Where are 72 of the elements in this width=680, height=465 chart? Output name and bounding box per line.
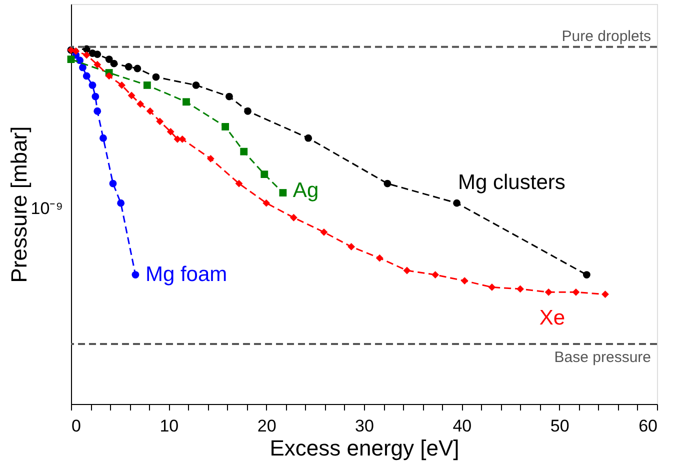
x-tick-label: 40 [452,416,472,436]
point [348,243,356,250]
point [178,135,186,143]
series-label: Xe [539,306,566,330]
point [226,92,233,100]
point [304,134,312,142]
point [82,51,90,59]
point [572,288,580,296]
ref-line-label: Pure droplets [562,28,651,45]
point [94,50,102,58]
point [118,81,126,89]
point [117,199,125,207]
series-label: Mg clusters [458,170,566,194]
point [582,271,590,278]
point [240,148,248,156]
point [88,82,96,89]
x-tick-label: 60 [638,416,658,436]
point [124,63,132,70]
point [384,180,392,188]
x-tick-label: 30 [355,416,374,436]
point [79,64,86,72]
point [403,266,411,274]
point [260,170,268,178]
point [67,56,75,63]
point [244,107,252,115]
point [453,199,460,207]
point [290,214,298,222]
point [376,254,384,262]
point [262,199,270,207]
point [143,81,151,89]
x-tick-label: 10 [160,416,179,436]
point [94,60,102,68]
point [134,64,142,72]
point [432,271,440,278]
point [156,118,164,126]
ref-line-label: Base pressure [554,349,651,366]
point [105,56,113,63]
x-tick-label: 20 [257,416,276,436]
point [182,98,190,106]
x-tick-label: 0 [72,416,81,436]
x-tick-label: 50 [550,416,570,436]
point [602,290,609,298]
point [146,107,154,115]
point [320,228,328,236]
point [128,92,136,100]
point [152,73,160,81]
point [132,271,140,278]
series-label: Mg foam [145,262,228,286]
point [76,56,84,64]
point [100,134,107,142]
x-axis-title: Excess energy [eV] [270,436,460,460]
point [488,283,496,291]
text: 10⁻⁹ [30,199,63,218]
point [110,60,118,68]
series-label: Ag [292,178,319,202]
point [222,123,230,130]
y-axis-title: Pressure [mbar] [6,126,32,283]
point [109,180,117,188]
point [206,154,214,162]
point [94,107,102,115]
point [235,180,243,188]
point [136,100,144,108]
point [544,288,552,296]
point [279,189,287,196]
point [105,72,113,80]
point [516,285,524,293]
point [192,82,200,89]
point [460,277,468,285]
point [166,128,174,136]
point [82,72,90,80]
point [72,47,80,55]
point [92,92,100,100]
